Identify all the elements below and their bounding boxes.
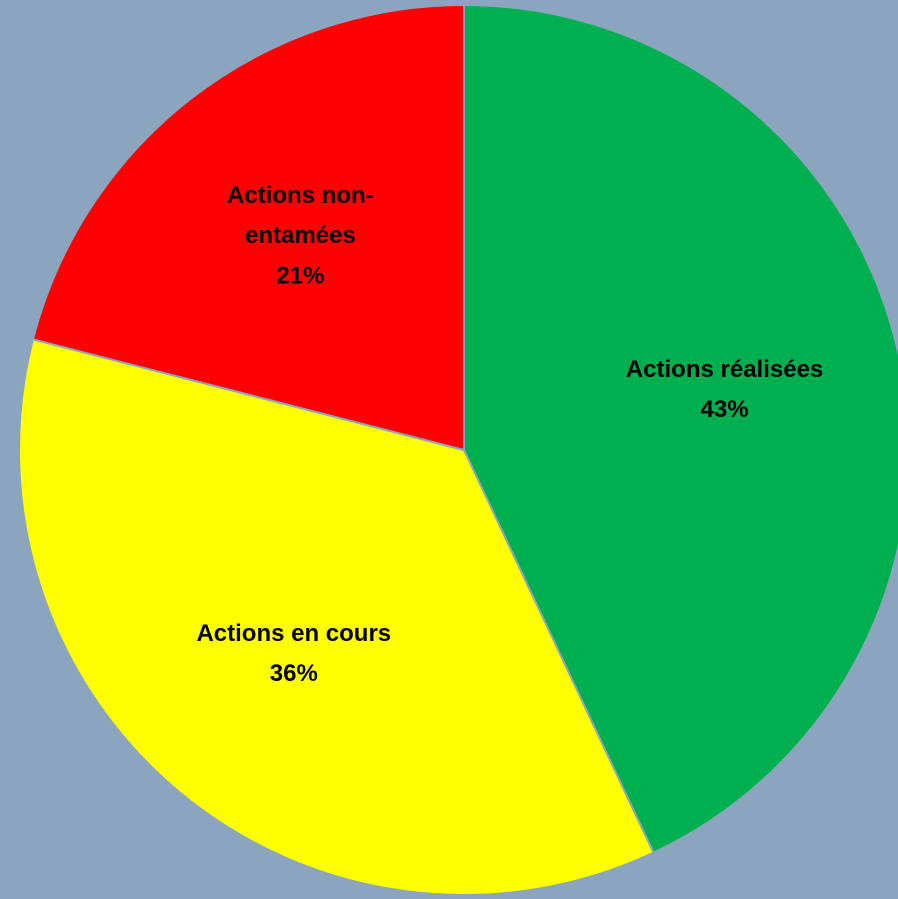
slice-value-label: 36%: [270, 660, 318, 687]
slice-label: Actions en cours: [196, 620, 391, 647]
slice-label: Actions réalisées: [626, 356, 823, 383]
slice-value-label: 43%: [701, 396, 749, 423]
pie-slice: [31, 3, 465, 452]
pie-slice: [463, 3, 898, 854]
pie-slice: [18, 338, 655, 896]
slice-value-label: 21%: [276, 262, 324, 289]
slice-label: Actions non-entamées: [227, 182, 374, 249]
